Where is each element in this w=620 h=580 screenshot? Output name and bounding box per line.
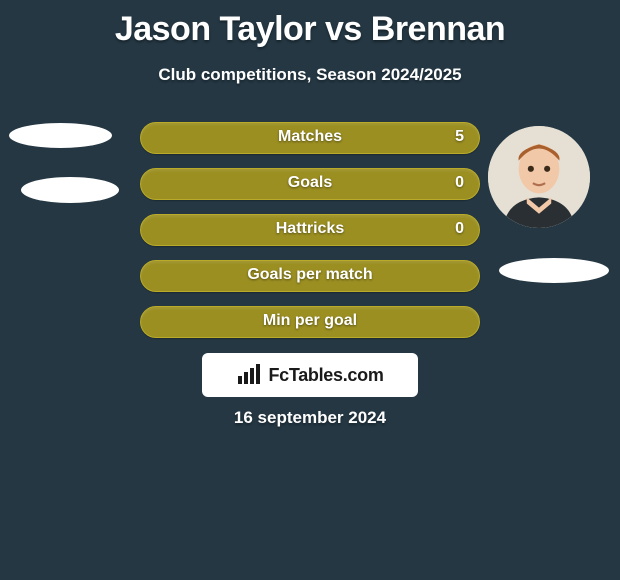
stat-label: Matches: [140, 128, 480, 146]
decorative-ellipse: [9, 123, 112, 148]
attribution-text: FcTables.com: [268, 365, 383, 386]
bars-icon: [236, 364, 262, 386]
stat-label: Min per goal: [140, 312, 480, 330]
stat-row-goals: Goals 0: [140, 168, 480, 200]
avatar-icon: [488, 126, 590, 228]
stat-label: Hattricks: [140, 220, 480, 238]
page-title: Jason Taylor vs Brennan: [0, 0, 620, 49]
subtitle: Club competitions, Season 2024/2025: [0, 65, 620, 85]
player-photo-right: [488, 126, 590, 228]
stat-label: Goals: [140, 174, 480, 192]
decorative-ellipse: [499, 258, 609, 283]
stat-row-goals-per-match: Goals per match: [140, 260, 480, 292]
attribution-badge: FcTables.com: [202, 353, 418, 397]
stat-value-right: 5: [455, 128, 464, 146]
stat-row-min-per-goal: Min per goal: [140, 306, 480, 338]
stat-value-right: 0: [455, 220, 464, 238]
stat-row-matches: Matches 5: [140, 122, 480, 154]
stat-value-right: 0: [455, 174, 464, 192]
date-text: 16 september 2024: [0, 408, 620, 428]
stat-row-hattricks: Hattricks 0: [140, 214, 480, 246]
stat-label: Goals per match: [140, 266, 480, 284]
stats-container: Matches 5 Goals 0 Hattricks 0 Goals per …: [140, 122, 480, 352]
decorative-ellipse: [21, 177, 119, 203]
